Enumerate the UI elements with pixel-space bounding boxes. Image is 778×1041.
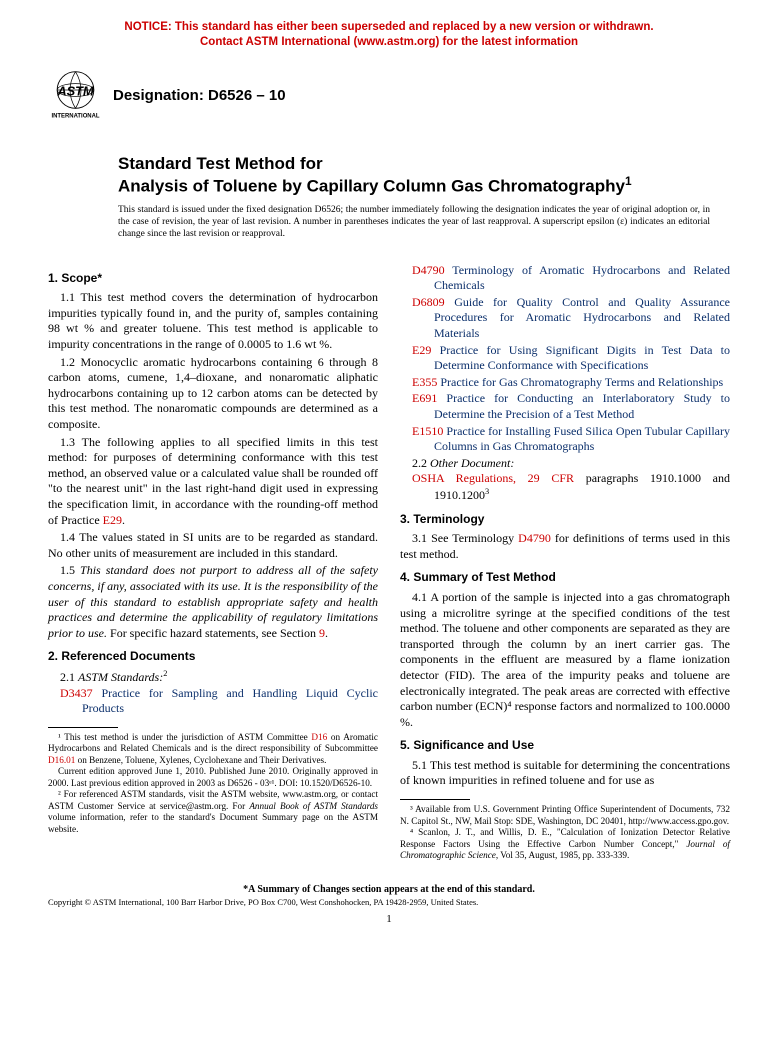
- footnote-rule-right: [400, 799, 470, 800]
- footnote-1b: Current edition approved June 1, 2010. P…: [48, 766, 378, 789]
- svg-text:INTERNATIONAL: INTERNATIONAL: [51, 113, 99, 119]
- ref-d4790[interactable]: D4790 Terminology of Aromatic Hydrocarbo…: [400, 263, 730, 294]
- refdocs-2-1: 2.1 ASTM Standards:2: [48, 669, 378, 686]
- notice-line1: NOTICE: This standard has either been su…: [124, 21, 653, 33]
- term-3-1: 3.1 See Terminology D4790 for definition…: [400, 531, 730, 562]
- footnote-4: ⁴ Scanlon, J. T., and Willis, D. E., "Ca…: [400, 827, 730, 862]
- footnote-rule-left: [48, 727, 118, 728]
- scope-1-5: 1.5 This standard does not purport to ad…: [48, 563, 378, 641]
- right-column: D4790 Terminology of Aromatic Hydrocarbo…: [400, 263, 730, 862]
- ref-e1510[interactable]: E1510 Practice for Installing Fused Sili…: [400, 424, 730, 455]
- standard-note: This standard is issued under the fixed …: [118, 205, 710, 241]
- changes-note: *A Summary of Changes section appears at…: [48, 884, 730, 895]
- ref-d6809[interactable]: D6809 Guide for Quality Control and Qual…: [400, 295, 730, 342]
- link-osha[interactable]: OSHA Regulations, 29 CFR: [412, 471, 574, 485]
- notice-banner: NOTICE: This standard has either been su…: [48, 20, 730, 50]
- two-column-layout: 1. Scope* 1.1 This test method covers th…: [48, 263, 730, 862]
- ref-d3437[interactable]: D3437 Practice for Sampling and Handling…: [48, 686, 378, 717]
- copyright: Copyright © ASTM International, 100 Barr…: [48, 897, 730, 907]
- link-d1601[interactable]: D16.01: [48, 755, 75, 765]
- scope-1-2: 1.2 Monocyclic aromatic hydrocarbons con…: [48, 355, 378, 433]
- astm-logo: ASTM INTERNATIONAL: [48, 68, 103, 123]
- designation: Designation: D6526 – 10: [113, 87, 286, 104]
- left-column: 1. Scope* 1.1 This test method covers th…: [48, 263, 378, 862]
- summary-4-1: 4.1 A portion of the sample is injected …: [400, 590, 730, 730]
- ref-e691[interactable]: E691 Practice for Conducting an Interlab…: [400, 391, 730, 422]
- title-line2: Analysis of Toluene by Capillary Column …: [118, 177, 625, 196]
- footnote-1: ¹ This test method is under the jurisdic…: [48, 732, 378, 767]
- link-d16[interactable]: D16: [311, 732, 327, 742]
- ref-osha: OSHA Regulations, 29 CFR paragraphs 1910…: [400, 471, 730, 503]
- significance-heading: 5. Significance and Use: [400, 738, 730, 754]
- footnote-3: ³ Available from U.S. Government Printin…: [400, 804, 730, 827]
- link-e29[interactable]: E29: [103, 513, 122, 527]
- footnote-2: ² For referenced ASTM standards, visit t…: [48, 789, 378, 835]
- summary-heading: 4. Summary of Test Method: [400, 570, 730, 586]
- scope-1-1: 1.1 This test method covers the determin…: [48, 290, 378, 352]
- page-number: 1: [48, 913, 730, 925]
- refdocs-2-2: 2.2 Other Document:: [400, 456, 730, 472]
- scope-1-3: 1.3 The following applies to all specifi…: [48, 435, 378, 529]
- scope-1-4: 1.4 The values stated in SI units are to…: [48, 530, 378, 561]
- link-d4790-inline[interactable]: D4790: [518, 531, 551, 545]
- scope-heading: 1. Scope*: [48, 271, 378, 287]
- title-block: Standard Test Method for Analysis of Tol…: [118, 153, 730, 197]
- ref-e355[interactable]: E355 Practice for Gas Chromatography Ter…: [400, 375, 730, 391]
- ref-e29[interactable]: E29 Practice for Using Significant Digit…: [400, 343, 730, 374]
- refdocs-heading: 2. Referenced Documents: [48, 649, 378, 665]
- terminology-heading: 3. Terminology: [400, 512, 730, 528]
- notice-line2: Contact ASTM International (www.astm.org…: [200, 36, 578, 48]
- title-line1: Standard Test Method for: [118, 154, 323, 173]
- sig-5-1: 5.1 This test method is suitable for det…: [400, 758, 730, 789]
- header-row: ASTM INTERNATIONAL Designation: D6526 – …: [48, 68, 730, 123]
- svg-text:ASTM: ASTM: [56, 83, 94, 98]
